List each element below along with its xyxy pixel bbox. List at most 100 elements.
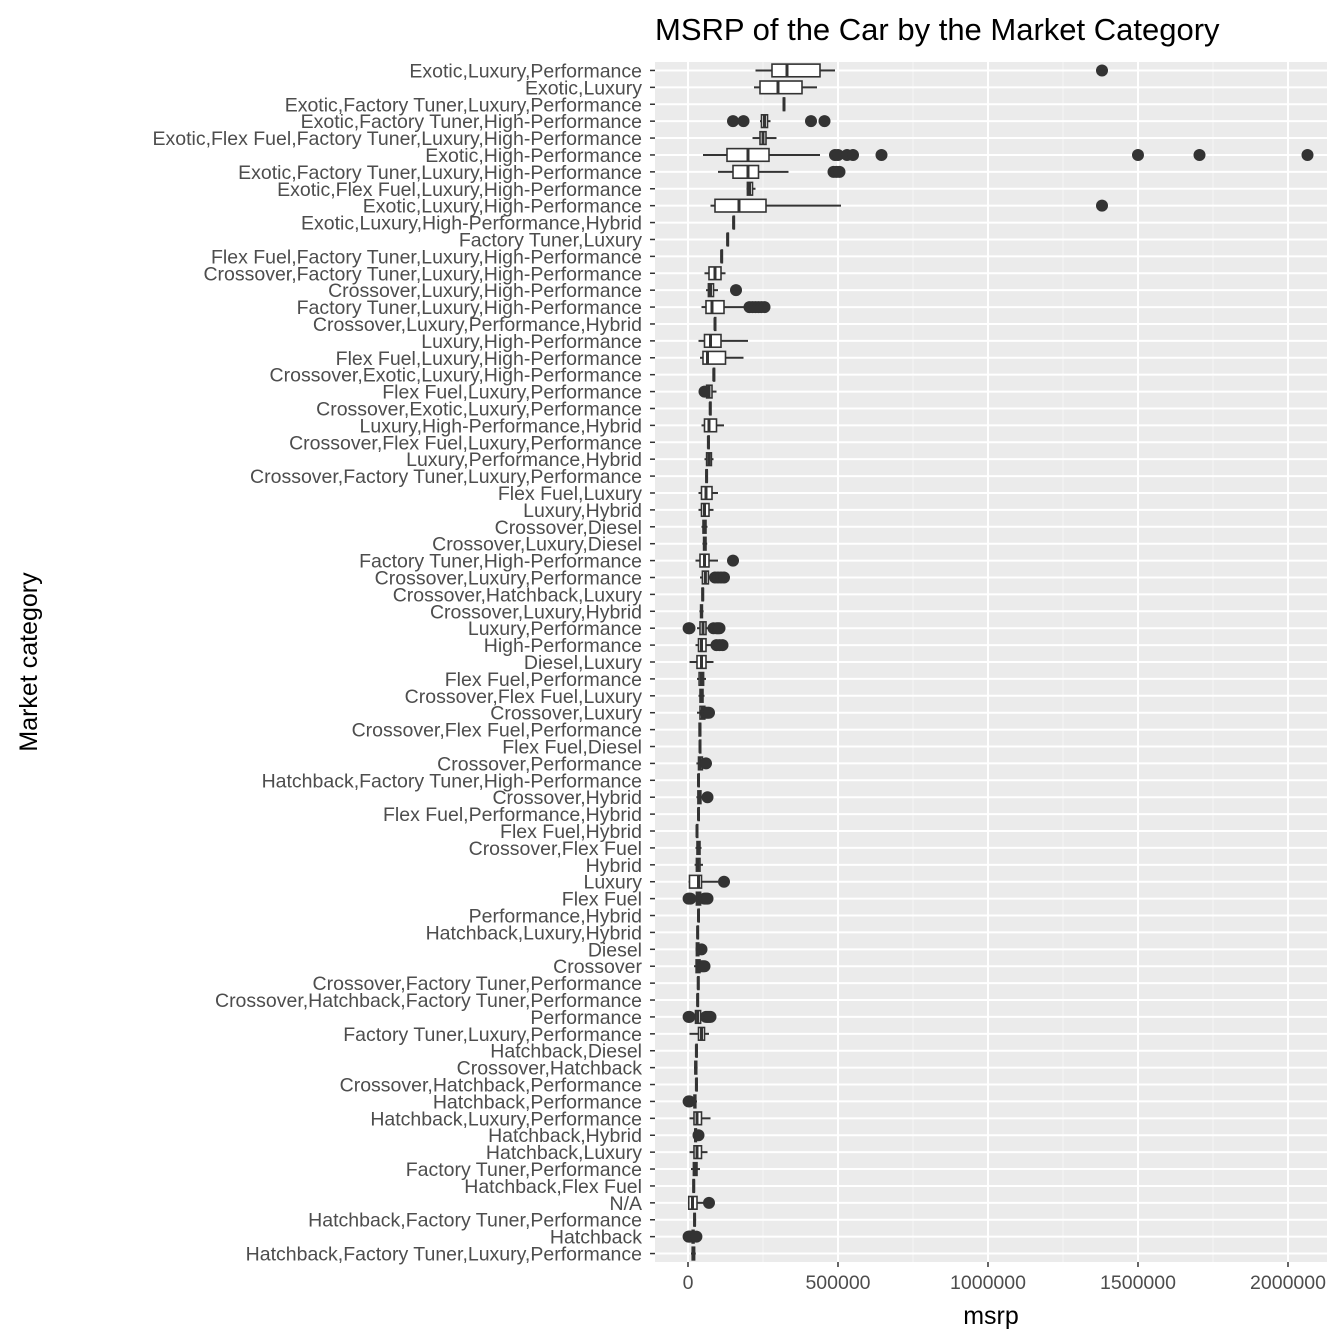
box-62: [689, 1111, 711, 1126]
outlier-point: [716, 639, 729, 652]
y-tick-label: Performance,Hybrid: [469, 906, 642, 928]
outlier-point: [698, 960, 711, 973]
outlier-point: [700, 757, 712, 770]
y-tick-label: Factory Tuner,Luxury: [459, 229, 642, 251]
box-43: [696, 790, 714, 805]
box-41: [696, 756, 712, 771]
y-tick-label: Crossover,Flex Fuel: [469, 838, 642, 860]
y-tick-label: Diesel,Luxury: [524, 652, 642, 674]
y-tick-label: Factory Tuner,Performance: [406, 1159, 642, 1181]
y-tick-label: Hatchback,Luxury: [486, 1142, 642, 1164]
y-tick-label: Luxury: [583, 872, 642, 894]
y-tick-label: Luxury,High-Performance: [421, 331, 642, 353]
box-31: [701, 587, 705, 602]
box-27: [701, 519, 708, 534]
y-tick-label: Exotic,Factory Tuner,Luxury,High-Perform…: [238, 162, 642, 184]
outlier-point: [847, 148, 859, 161]
box-40: [698, 739, 702, 754]
outlier-point: [818, 115, 831, 128]
box-60: [694, 1077, 698, 1092]
y-tick-label: Hatchback: [550, 1227, 642, 1249]
y-tick-label: Crossover,Luxury,Diesel: [432, 534, 642, 556]
outlier-point: [1301, 148, 1314, 161]
box-8: [710, 198, 1108, 213]
box-63: [692, 1128, 705, 1143]
y-tick-label: Crossover,Factory Tuner,Performance: [313, 973, 642, 995]
y-tick-label: Hatchback,Factory Tuner,Luxury,Performan…: [246, 1244, 642, 1266]
box-0: [755, 63, 1108, 78]
y-tick-label: Crossover,Hatchback,Performance: [340, 1075, 642, 1097]
y-tick-label: Crossover,Performance: [437, 753, 642, 775]
y-tick-label: Flex Fuel,Diesel: [502, 737, 642, 759]
box-56: [682, 1009, 717, 1025]
y-tick-label: Luxury,Hybrid: [523, 500, 642, 522]
y-tick-label: Crossover,Hatchback,Factory Tuner,Perfor…: [215, 990, 642, 1012]
box-2: [782, 97, 786, 112]
outlier-point: [805, 115, 817, 128]
y-tick-label: Hatchback,Hybrid: [488, 1125, 642, 1147]
box-6: [718, 164, 846, 179]
y-tick-label: Crossover,Luxury,Hybrid: [430, 601, 642, 623]
box-51: [696, 925, 700, 940]
box-11: [720, 249, 724, 264]
outlier-point: [684, 892, 697, 905]
outlier-point: [683, 1095, 696, 1108]
x-tick-label: 500000: [805, 1272, 870, 1294]
outlier-point: [692, 1129, 705, 1142]
box-53: [694, 959, 711, 974]
box-series: [682, 63, 1314, 1261]
y-tick-label: Factory Tuner,Luxury,High-Performance: [297, 297, 642, 319]
y-tick-label: Exotic,Luxury: [525, 77, 642, 99]
outlier-point: [704, 1010, 717, 1023]
box-25: [698, 485, 718, 501]
y-tick-label: Crossover,Exotic,Luxury,Performance: [316, 398, 642, 420]
y-tick-label: Flex Fuel,Performance: [445, 669, 642, 691]
y-tick-label: Flex Fuel: [562, 889, 642, 911]
box-66: [692, 1178, 696, 1194]
box-69: [682, 1229, 703, 1244]
y-tick-label: Hatchback,Luxury,Performance: [370, 1108, 642, 1130]
y-tick-label: Diesel: [588, 939, 642, 961]
box-39: [698, 722, 702, 737]
box-21: [701, 418, 724, 433]
box-34: [695, 637, 729, 653]
box-48: [688, 874, 730, 889]
box-13: [706, 283, 742, 298]
x-tick-labels: 0 500000 1000000 1500000 2000000: [683, 1262, 1326, 1294]
y-tick-label: Flex Fuel,Hybrid: [500, 821, 642, 843]
y-tick-label: Exotic,Luxury,Performance: [409, 60, 642, 82]
outlier-point: [1096, 199, 1108, 212]
outlier-point: [703, 706, 715, 719]
y-tick-label: Crossover,Luxury,Performance: [375, 567, 642, 589]
y-tick-label: Exotic,Flex Fuel,Factory Tuner,Luxury,Hi…: [153, 128, 643, 150]
outlier-point: [727, 554, 739, 567]
box-26: [698, 502, 714, 518]
outlier-point: [683, 1010, 696, 1023]
y-tick-label: N/A: [609, 1193, 642, 1215]
y-tick-label: Flex Fuel,Luxury,Performance: [382, 382, 642, 404]
outlier-point: [832, 148, 844, 161]
outlier-point: [703, 1196, 715, 1209]
box-16: [698, 333, 748, 349]
box-44: [697, 806, 701, 822]
chart-title: MSRP of the Car by the Market Category: [655, 12, 1220, 47]
y-tick-label: Crossover,Flex Fuel,Performance: [352, 720, 642, 742]
outlier-point: [737, 115, 750, 128]
box-64: [689, 1145, 708, 1160]
box-iqr: [771, 63, 821, 78]
box-67: [687, 1195, 715, 1210]
y-tick-label: Crossover,Hybrid: [492, 787, 642, 809]
box-4: [752, 130, 777, 146]
y-tick-label: Hatchback,Factory Tuner,Performance: [308, 1210, 642, 1232]
box-38: [697, 705, 715, 720]
y-tick-label: Flex Fuel,Luxury,High-Performance: [336, 348, 642, 370]
box-55: [696, 992, 700, 1008]
outlier-point: [695, 943, 708, 956]
y-tick-label: Hatchback,Diesel: [490, 1041, 642, 1063]
box-49: [682, 891, 714, 906]
box-52: [695, 942, 708, 957]
outlier-point: [833, 165, 846, 178]
y-tick-label: Luxury,High-Performance,Hybrid: [360, 415, 643, 437]
y-tick-label: Flex Fuel,Factory Tuner,Luxury,High-Perf…: [211, 246, 642, 268]
y-tick-label: Crossover,Factory Tuner,Luxury,Performan…: [250, 466, 642, 488]
